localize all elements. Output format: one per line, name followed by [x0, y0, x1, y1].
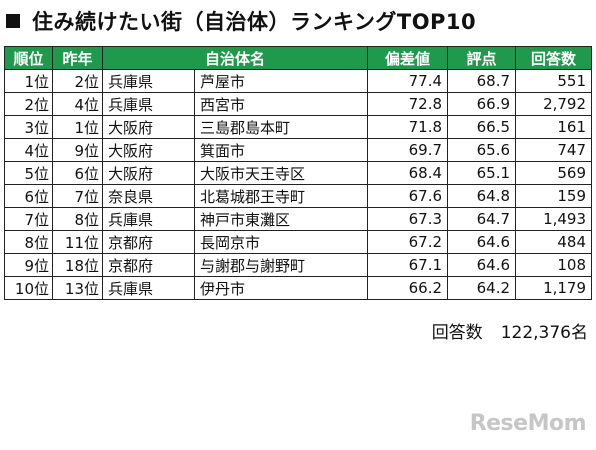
- page-title: 住み続けたい街（自治体）ランキングTOP10: [6, 6, 476, 36]
- cell-city: 神戸市東灘区: [193, 207, 369, 231]
- cell-last-year: 6位: [52, 161, 103, 185]
- cell-last-year: 9位: [52, 138, 103, 162]
- cell-responses: 108: [515, 253, 593, 277]
- cell-score: 64.6: [447, 230, 517, 254]
- cell-rank: 3位: [4, 115, 53, 139]
- column-header-municipality: 自治体名: [101, 46, 369, 70]
- cell-rank: 4位: [4, 138, 53, 162]
- cell-last-year: 18位: [52, 253, 103, 277]
- cell-score: 66.9: [447, 92, 517, 116]
- cell-deviation: 67.6: [367, 184, 449, 208]
- cell-score: 65.1: [447, 161, 517, 185]
- cell-score: 65.6: [447, 138, 517, 162]
- table-row: 7位 8位 兵庫県 神戸市東灘区 67.3 64.7 1,493: [4, 207, 593, 231]
- cell-prefecture: 兵庫県: [102, 69, 195, 93]
- cell-responses: 1,493: [515, 207, 593, 231]
- ranking-table: 順位 昨年 自治体名 偏差値 評点 回答数 1位 2位 兵庫県 芦屋市 77.4 68.7…: [4, 46, 593, 300]
- table-row: 8位 11位 京都府 長岡京市 67.2 64.6 484: [4, 230, 593, 254]
- cell-rank: 6位: [4, 184, 53, 208]
- column-header-deviation: 偏差値: [367, 46, 449, 70]
- cell-score: 64.8: [447, 184, 517, 208]
- table-row: 10位 13位 兵庫県 伊丹市 66.2 64.2 1,179: [4, 276, 593, 300]
- cell-rank: 1位: [4, 69, 53, 93]
- cell-deviation: 67.2: [367, 230, 449, 254]
- cell-deviation: 68.4: [367, 161, 449, 185]
- cell-city: 与謝郡与謝野町: [193, 253, 369, 277]
- cell-score: 64.7: [447, 207, 517, 231]
- cell-prefecture: 兵庫県: [102, 207, 195, 231]
- cell-rank: 9位: [4, 253, 53, 277]
- cell-responses: 1,179: [515, 276, 593, 300]
- column-header-rank: 順位: [4, 46, 53, 70]
- cell-last-year: 7位: [52, 184, 103, 208]
- table-row: 6位 7位 奈良県 北葛城郡王寺町 67.6 64.8 159: [4, 184, 593, 208]
- cell-city: 箕面市: [193, 138, 369, 162]
- cell-responses: 747: [515, 138, 593, 162]
- cell-city: 西宮市: [193, 92, 369, 116]
- cell-rank: 5位: [4, 161, 53, 185]
- total-value: 122,376名: [500, 323, 588, 343]
- total-label: 回答数: [431, 323, 483, 343]
- cell-last-year: 1位: [52, 115, 103, 139]
- cell-score: 66.5: [447, 115, 517, 139]
- cell-deviation: 77.4: [367, 69, 449, 93]
- title-text: 住み続けたい街（自治体）ランキングTOP10: [32, 10, 477, 34]
- square-bullet-icon: [6, 14, 20, 28]
- cell-prefecture: 大阪府: [102, 138, 195, 162]
- cell-score: 68.7: [447, 69, 517, 93]
- cell-city: 三島郡島本町: [193, 115, 369, 139]
- cell-deviation: 72.8: [367, 92, 449, 116]
- cell-score: 64.6: [447, 253, 517, 277]
- cell-city: 伊丹市: [193, 276, 369, 300]
- cell-prefecture: 京都府: [102, 253, 195, 277]
- cell-last-year: 8位: [52, 207, 103, 231]
- cell-responses: 551: [515, 69, 593, 93]
- table-row: 5位 6位 大阪府 大阪市天王寺区 68.4 65.1 569: [4, 161, 593, 185]
- cell-score: 64.2: [447, 276, 517, 300]
- cell-prefecture: 奈良県: [102, 184, 195, 208]
- cell-deviation: 69.7: [367, 138, 449, 162]
- column-header-last-year: 昨年: [52, 46, 103, 70]
- cell-deviation: 71.8: [367, 115, 449, 139]
- cell-city: 北葛城郡王寺町: [193, 184, 369, 208]
- cell-prefecture: 大阪府: [102, 161, 195, 185]
- table-row: 2位 4位 兵庫県 西宮市 72.8 66.9 2,792: [4, 92, 593, 116]
- cell-last-year: 4位: [52, 92, 103, 116]
- cell-responses: 159: [515, 184, 593, 208]
- cell-last-year: 2位: [52, 69, 103, 93]
- table-row: 9位 18位 京都府 与謝郡与謝野町 67.1 64.6 108: [4, 253, 593, 277]
- column-header-responses: 回答数: [515, 46, 593, 70]
- column-header-score: 評点: [447, 46, 517, 70]
- cell-last-year: 13位: [52, 276, 103, 300]
- cell-responses: 2,792: [515, 92, 593, 116]
- table-header-row: 順位 昨年 自治体名 偏差値 評点 回答数: [4, 46, 593, 70]
- cell-rank: 7位: [4, 207, 53, 231]
- resemom-logo: ReseMom: [469, 411, 587, 436]
- cell-deviation: 66.2: [367, 276, 449, 300]
- cell-prefecture: 大阪府: [102, 115, 195, 139]
- cell-deviation: 67.3: [367, 207, 449, 231]
- cell-responses: 484: [515, 230, 593, 254]
- cell-last-year: 11位: [52, 230, 103, 254]
- cell-prefecture: 兵庫県: [102, 92, 195, 116]
- cell-deviation: 67.1: [367, 253, 449, 277]
- total-responses: 回答数 122,376名: [432, 318, 588, 343]
- cell-responses: 161: [515, 115, 593, 139]
- cell-rank: 10位: [4, 276, 53, 300]
- cell-city: 大阪市天王寺区: [193, 161, 369, 185]
- cell-prefecture: 兵庫県: [102, 276, 195, 300]
- table-row: 4位 9位 大阪府 箕面市 69.7 65.6 747: [4, 138, 593, 162]
- cell-responses: 569: [515, 161, 593, 185]
- table-row: 3位 1位 大阪府 三島郡島本町 71.8 66.5 161: [4, 115, 593, 139]
- cell-rank: 2位: [4, 92, 53, 116]
- cell-city: 長岡京市: [193, 230, 369, 254]
- table-row: 1位 2位 兵庫県 芦屋市 77.4 68.7 551: [4, 69, 593, 93]
- cell-rank: 8位: [4, 230, 53, 254]
- cell-city: 芦屋市: [193, 69, 369, 93]
- cell-prefecture: 京都府: [102, 230, 195, 254]
